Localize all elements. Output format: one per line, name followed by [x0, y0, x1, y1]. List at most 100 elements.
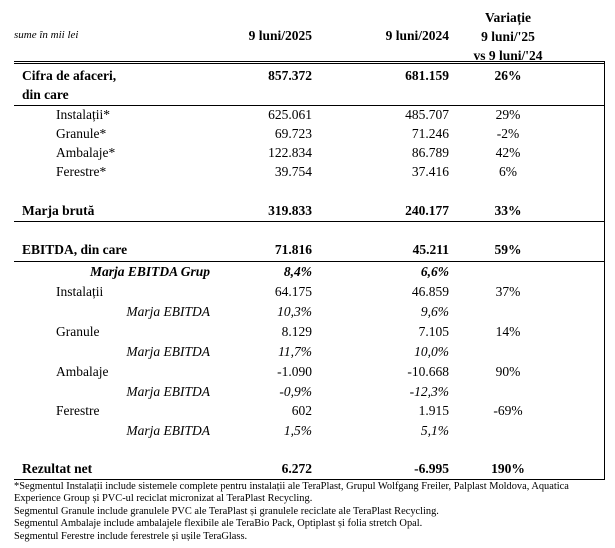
- footnote: *Segmentul Instalații include sistemele …: [14, 481, 569, 505]
- table-bottom-border: [14, 479, 605, 480]
- variation-line-1: Variație: [485, 10, 531, 25]
- row-label: Marja EBITDA: [126, 384, 210, 399]
- col-header-2024: 9 luni/2024: [385, 28, 449, 43]
- value-2025: 10,3%: [277, 304, 312, 319]
- row-label: Ambalaje*: [56, 145, 116, 160]
- value-2025: 64.175: [274, 284, 312, 299]
- col-header-variation: Variație 9 luni/'25 vs 9 luni/'24: [458, 8, 558, 65]
- col-header-2025: 9 luni/2025: [248, 28, 312, 43]
- value-variation: 14%: [495, 324, 521, 339]
- value-2025: 1,5%: [283, 423, 312, 438]
- value-2024: 1.915: [418, 403, 449, 418]
- value-variation: 26%: [494, 68, 522, 83]
- footnote: Segmentul Ferestre include ferestrele și…: [14, 530, 248, 542]
- value-variation: 59%: [494, 242, 522, 257]
- divider: [14, 261, 605, 262]
- row-ca-ferestre: Ferestre* 39.754 37.416 6%: [0, 162, 615, 182]
- value-2025: -1.090: [277, 364, 312, 379]
- row-marja-ferestre: Marja EBITDA 1,5% 5,1%: [0, 421, 615, 441]
- row-marja-instalatii: Marja EBITDA 10,3% 9,6%: [0, 302, 615, 322]
- right-border: [604, 62, 605, 479]
- value-variation: -2%: [496, 126, 520, 141]
- value-2025: 319.833: [268, 203, 312, 218]
- row-label: Ambalaje: [56, 364, 109, 379]
- row-ebitda-instalatii: Instalații 64.175 46.859 37%: [0, 282, 615, 302]
- value-2024: 240.177: [405, 203, 449, 218]
- value-2024: 485.707: [405, 107, 449, 122]
- row-label: Marja EBITDA: [126, 304, 210, 319]
- value-2024: 46.859: [411, 284, 449, 299]
- value-2024: -10.668: [407, 364, 449, 379]
- value-2024: 6,6%: [420, 264, 449, 279]
- header-divider: [14, 61, 605, 65]
- value-2024: 5,1%: [420, 423, 449, 438]
- value-2025: 602: [291, 403, 312, 418]
- value-2025: 11,7%: [278, 344, 312, 359]
- row-cifra-afaceri: Cifra de afaceri, 857.372 681.159 26%: [0, 66, 615, 86]
- units-label: sume în mii lei: [14, 29, 79, 41]
- value-variation: 42%: [495, 145, 521, 160]
- row-rezultat-net: Rezultat net 6.272 -6.995 190%: [0, 459, 615, 479]
- value-2024: 37.416: [411, 164, 449, 179]
- value-2025: -0,9%: [279, 384, 312, 399]
- row-ebitda: EBITDA, din care 71.816 45.211 59%: [0, 240, 615, 260]
- row-label: Instalații: [56, 284, 104, 299]
- row-label: Marja EBITDA: [126, 344, 210, 359]
- value-variation: 90%: [495, 364, 521, 379]
- row-ebitda-granule: Granule 8.129 7.105 14%: [0, 322, 615, 342]
- row-label: Marja EBITDA Grup: [89, 264, 210, 279]
- row-marja-ebitda-grup: Marja EBITDA Grup 8,4% 6,6%: [0, 262, 615, 282]
- value-variation: 33%: [494, 203, 522, 218]
- value-2024: 9,6%: [420, 304, 449, 319]
- row-marja-bruta: Marja brută 319.833 240.177 33%: [0, 201, 615, 221]
- row-label: din care: [22, 87, 69, 102]
- value-2024: -12,3%: [409, 384, 449, 399]
- variation-line-3: vs 9 luni/'24: [473, 48, 543, 63]
- value-2025: 625.061: [268, 107, 312, 122]
- value-2025: 71.816: [274, 242, 312, 257]
- row-label: Marja brută: [22, 203, 95, 218]
- value-2024: -6.995: [414, 461, 449, 476]
- row-label: Rezultat net: [22, 461, 93, 476]
- value-2024: 86.789: [411, 145, 449, 160]
- value-2025: 69.723: [274, 126, 312, 141]
- divider: [14, 105, 605, 106]
- value-2025: 8,4%: [283, 264, 312, 279]
- value-variation: -69%: [493, 403, 523, 418]
- row-ca-ambalaje: Ambalaje* 122.834 86.789 42%: [0, 143, 615, 163]
- value-2024: 681.159: [405, 68, 449, 83]
- value-2024: 71.246: [411, 126, 449, 141]
- row-ca-granule: Granule* 69.723 71.246 -2%: [0, 124, 615, 144]
- value-variation: 29%: [495, 107, 521, 122]
- row-label: Marja EBITDA: [126, 423, 210, 438]
- variation-line-2: 9 luni/'25: [481, 29, 535, 44]
- row-marja-granule: Marja EBITDA 11,7% 10,0%: [0, 342, 615, 362]
- footnotes: *Segmentul Instalații include sistemele …: [14, 481, 614, 543]
- row-ca-instalatii: Instalații* 625.061 485.707 29%: [0, 105, 615, 125]
- value-variation: 37%: [495, 284, 521, 299]
- divider: [14, 221, 605, 222]
- value-variation: 6%: [499, 164, 517, 179]
- row-label: Granule*: [56, 126, 107, 141]
- row-ebitda-ambalaje: Ambalaje -1.090 -10.668 90%: [0, 362, 615, 382]
- value-variation: 190%: [491, 461, 525, 476]
- row-label: Ferestre: [56, 403, 100, 418]
- row-label: Cifra de afaceri,: [22, 68, 117, 83]
- footnote: Segmentul Granule include granulele PVC …: [14, 505, 439, 517]
- row-label: Granule: [56, 324, 100, 339]
- value-2025: 8.129: [281, 324, 312, 339]
- row-marja-ambalaje: Marja EBITDA -0,9% -12,3%: [0, 382, 615, 402]
- row-ebitda-ferestre: Ferestre 602 1.915 -69%: [0, 401, 615, 421]
- value-2025: 6.272: [281, 461, 312, 476]
- row-label: Instalații*: [56, 107, 110, 122]
- row-cifra-din-care: din care: [0, 85, 615, 105]
- value-2024: 7.105: [418, 324, 449, 339]
- value-2024: 45.211: [412, 242, 449, 257]
- value-2025: 857.372: [268, 68, 312, 83]
- value-2025: 122.834: [268, 145, 312, 160]
- row-label: EBITDA, din care: [22, 242, 128, 257]
- row-label: Ferestre*: [56, 164, 107, 179]
- value-2024: 10,0%: [414, 344, 449, 359]
- footnote: Segmentul Ambalaje include ambalajele fl…: [14, 518, 423, 530]
- value-2025: 39.754: [274, 164, 312, 179]
